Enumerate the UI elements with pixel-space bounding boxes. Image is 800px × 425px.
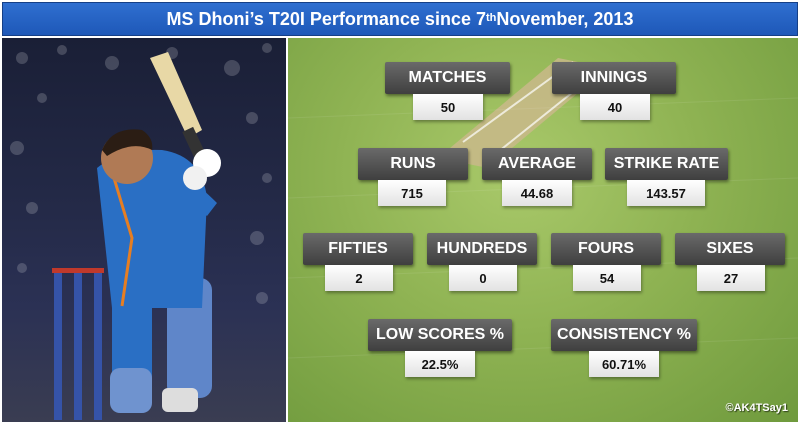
stat-average: AVERAGE 44.68: [482, 148, 592, 208]
stat-innings: INNINGS 40: [552, 62, 676, 122]
stat-hundreds: HUNDREDS 0: [427, 233, 537, 293]
stat-low-scores-value: 22.5%: [405, 351, 475, 377]
stat-fours-value: 54: [573, 265, 641, 291]
stat-consistency-value: 60.71%: [589, 351, 659, 377]
title-main: MS Dhoni’s T20I Performance since 7: [166, 8, 486, 29]
stat-consistency-label: CONSISTENCY %: [551, 319, 697, 351]
stat-fifties-value: 2: [325, 265, 393, 291]
stat-average-label: AVERAGE: [482, 148, 592, 180]
title-rest: November, 2013: [496, 8, 634, 29]
stat-matches-value: 50: [413, 94, 483, 120]
stat-runs-value: 715: [378, 180, 446, 206]
batsman-photo: [2, 38, 286, 422]
stat-fifties-label: FIFTIES: [303, 233, 413, 265]
stat-sixes: SIXES 27: [675, 233, 785, 293]
title-ordinal: th: [485, 12, 497, 24]
stat-fours: FOURS 54: [551, 233, 661, 293]
stat-sixes-value: 27: [697, 265, 765, 291]
stat-consistency: CONSISTENCY % 60.71%: [551, 319, 697, 379]
stat-runs-label: RUNS: [358, 148, 468, 180]
stat-strike-rate: STRIKE RATE 143.57: [605, 148, 728, 208]
stat-strike-rate-label: STRIKE RATE: [605, 148, 728, 180]
stat-sixes-label: SIXES: [675, 233, 785, 265]
pitch-icon: [288, 58, 798, 359]
stat-fifties: FIFTIES 2: [303, 233, 413, 293]
batsman-photo-icon: [10, 43, 272, 420]
stat-low-scores-label: LOW SCORES %: [368, 319, 512, 351]
stat-low-scores: LOW SCORES % 22.5%: [368, 319, 512, 379]
stat-fours-label: FOURS: [551, 233, 661, 265]
stat-average-value: 44.68: [502, 180, 572, 206]
stat-runs: RUNS 715: [358, 148, 468, 208]
stat-matches-label: MATCHES: [385, 62, 510, 94]
stat-hundreds-value: 0: [449, 265, 517, 291]
cricket-field-background: ©AK4TSay1: [288, 38, 798, 422]
stat-matches: MATCHES 50: [385, 62, 510, 122]
stat-hundreds-label: HUNDREDS: [427, 233, 537, 265]
credit-text: ©AK4TSay1: [725, 402, 788, 414]
stat-innings-value: 40: [580, 94, 650, 120]
stat-strike-rate-value: 143.57: [627, 180, 705, 206]
stat-innings-label: INNINGS: [552, 62, 676, 94]
